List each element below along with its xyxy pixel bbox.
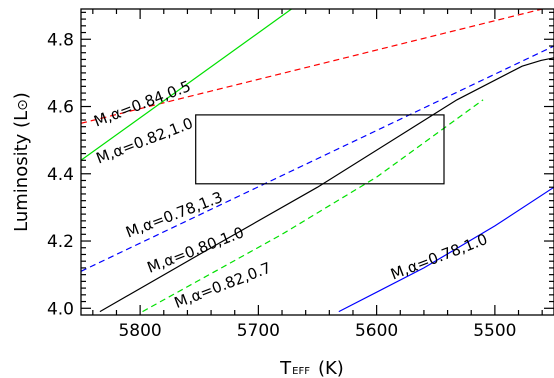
x-tick-label: 5800 (118, 321, 161, 341)
series-line-5 (142, 99, 484, 313)
x-tick-label: 5700 (237, 321, 280, 341)
series-line-3 (81, 45, 554, 272)
series-label-6: M,α=0.78,1.0 (388, 230, 490, 283)
y-tick-label: 4.8 (47, 30, 74, 50)
series-label-3: M,α=0.78,1.3 (123, 188, 225, 241)
x-tick-label: 5500 (473, 321, 516, 341)
x-axis-label: TEFF (K) (279, 358, 344, 378)
region-box (195, 114, 445, 185)
plot-frame (80, 8, 554, 316)
y-tick-label: 4.6 (47, 98, 74, 118)
x-tick-label: 5600 (355, 321, 398, 341)
series-line-2 (81, 9, 292, 161)
plot-area (81, 9, 554, 313)
series-line-6 (338, 186, 554, 313)
tick-layer: 5800 5700 5600 5500 4.0 4.2 4.4 4.6 4.8 (47, 9, 554, 341)
y-tick-label: 4.0 (47, 299, 74, 319)
series-label-4: M,α=0.80,1.0 (145, 223, 247, 276)
y-tick-label: 4.2 (47, 232, 74, 252)
series-line-1 (81, 9, 543, 124)
y-tick-label: 4.4 (47, 165, 74, 185)
plot-body: M,α=0.84,0.5M,α=0.82,1.0M,α=0.78,1.3M,α=… (81, 9, 554, 313)
y-axis-label: Luminosity (L⊙) (11, 92, 32, 232)
